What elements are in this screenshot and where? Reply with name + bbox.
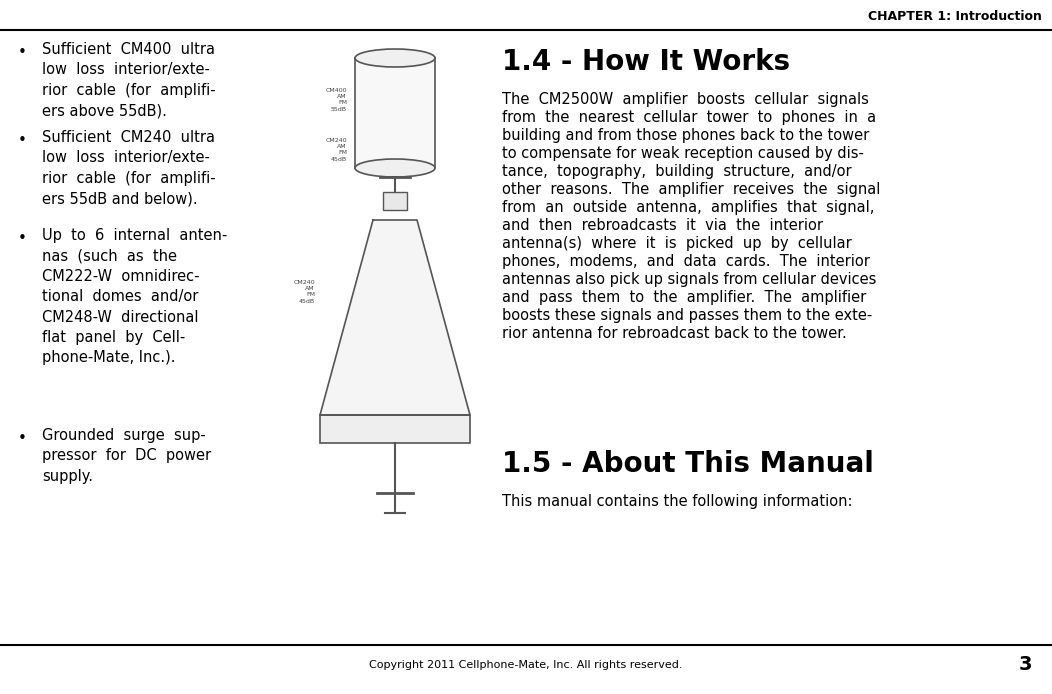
Text: Sufficient  CM240  ultra
low  loss  interior/exte-
rior  cable  (for  amplifi-
e: Sufficient CM240 ultra low loss interior… xyxy=(42,130,216,206)
Text: Grounded  surge  sup-
pressor  for  DC  power
supply.: Grounded surge sup- pressor for DC power… xyxy=(42,428,211,484)
Text: The  CM2500W  amplifier  boosts  cellular  signals: The CM2500W amplifier boosts cellular si… xyxy=(502,92,869,107)
Polygon shape xyxy=(320,220,470,415)
Text: phones,  modems,  and  data  cards.  The  interior: phones, modems, and data cards. The inte… xyxy=(502,254,870,269)
Text: Up  to  6  internal  anten-
nas  (such  as  the
CM222-W  omnidirec-
tional  dome: Up to 6 internal anten- nas (such as the… xyxy=(42,228,227,366)
Text: CM240
AM
FM
45dB: CM240 AM FM 45dB xyxy=(294,280,315,303)
FancyBboxPatch shape xyxy=(383,192,407,210)
Text: from  an  outside  antenna,  amplifies  that  signal,: from an outside antenna, amplifies that … xyxy=(502,200,874,215)
Text: and  then  rebroadcasts  it  via  the  interior: and then rebroadcasts it via the interio… xyxy=(502,218,823,233)
Text: •: • xyxy=(18,431,26,446)
Text: boosts these signals and passes them to the exte-: boosts these signals and passes them to … xyxy=(502,308,872,323)
Text: CM240
AM
FM
45dB: CM240 AM FM 45dB xyxy=(325,138,347,162)
Text: other  reasons.  The  amplifier  receives  the  signal: other reasons. The amplifier receives th… xyxy=(502,182,881,197)
Text: •: • xyxy=(18,133,26,148)
Text: to compensate for weak reception caused by dis-: to compensate for weak reception caused … xyxy=(502,146,864,161)
Text: antenna(s)  where  it  is  picked  up  by  cellular: antenna(s) where it is picked up by cell… xyxy=(502,236,852,251)
Text: tance,  topography,  building  structure,  and/or: tance, topography, building structure, a… xyxy=(502,164,852,179)
FancyBboxPatch shape xyxy=(320,415,470,443)
Ellipse shape xyxy=(355,49,434,67)
Text: 1.4 - How It Works: 1.4 - How It Works xyxy=(502,48,790,76)
Text: antennas also pick up signals from cellular devices: antennas also pick up signals from cellu… xyxy=(502,272,876,287)
Ellipse shape xyxy=(355,159,434,177)
Text: from  the  nearest  cellular  tower  to  phones  in  a: from the nearest cellular tower to phone… xyxy=(502,110,876,125)
Text: building and from those phones back to the tower: building and from those phones back to t… xyxy=(502,128,869,143)
Text: CM400
AM
FM
55dB: CM400 AM FM 55dB xyxy=(325,88,347,112)
Text: CHAPTER 1: Introduction: CHAPTER 1: Introduction xyxy=(868,10,1041,22)
Text: This manual contains the following information:: This manual contains the following infor… xyxy=(502,494,852,509)
Text: 3: 3 xyxy=(1018,656,1032,675)
Text: Copyright 2011 Cellphone-Mate, Inc. All rights reserved.: Copyright 2011 Cellphone-Mate, Inc. All … xyxy=(369,660,683,670)
Text: •: • xyxy=(18,45,26,60)
Text: •: • xyxy=(18,231,26,246)
Text: 1.5 - About This Manual: 1.5 - About This Manual xyxy=(502,450,874,478)
Text: Sufficient  CM400  ultra
low  loss  interior/exte-
rior  cable  (for  amplifi-
e: Sufficient CM400 ultra low loss interior… xyxy=(42,42,216,118)
Text: and  pass  them  to  the  amplifier.  The  amplifier: and pass them to the amplifier. The ampl… xyxy=(502,290,866,305)
FancyBboxPatch shape xyxy=(355,58,434,168)
Text: rior antenna for rebroadcast back to the tower.: rior antenna for rebroadcast back to the… xyxy=(502,326,847,341)
